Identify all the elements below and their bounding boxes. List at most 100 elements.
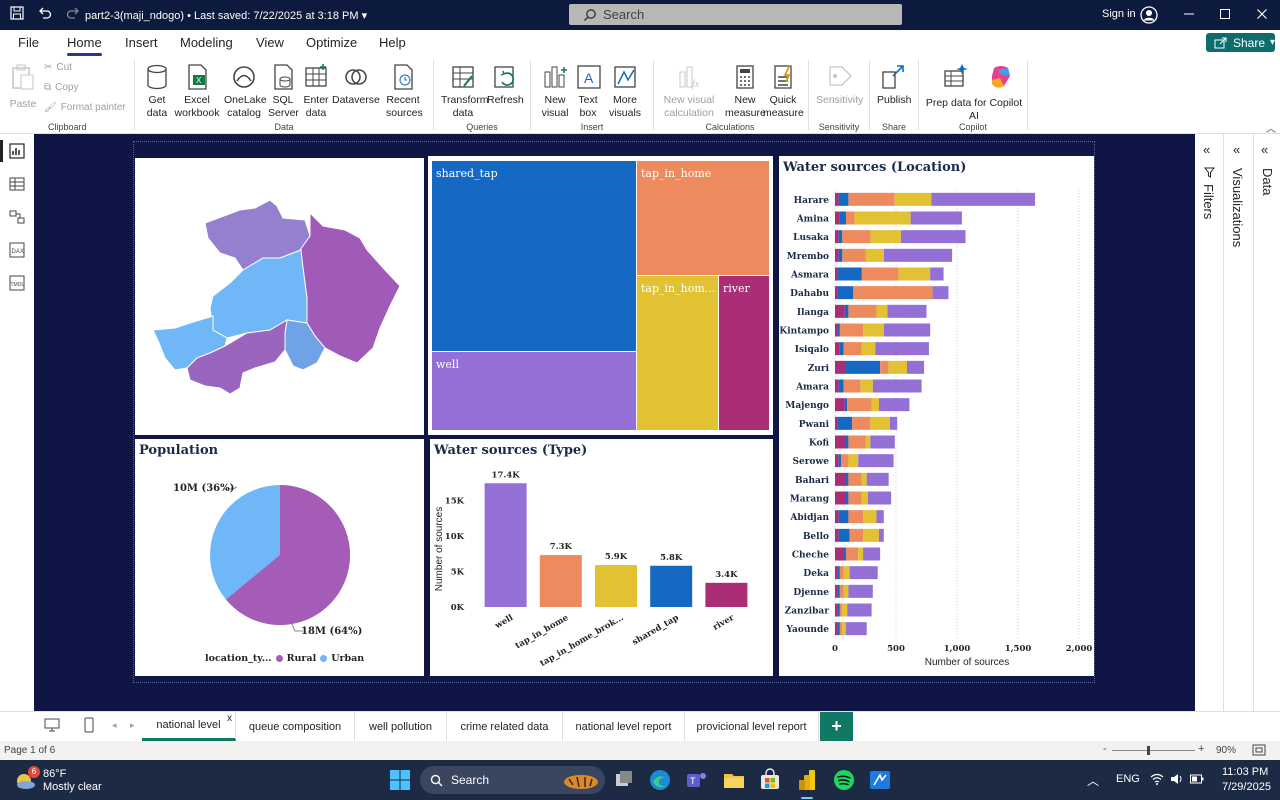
desktop-layout-icon[interactable] (44, 718, 60, 732)
onelake-catalog-button[interactable]: OneLake catalog (224, 62, 267, 120)
new-visual-button[interactable]: New visual (540, 62, 570, 120)
new-visual-calculation-button[interactable]: fx New visual calculation (659, 62, 719, 120)
sign-in-link[interactable]: Sign in (1102, 8, 1136, 20)
map-visual[interactable] (135, 158, 424, 435)
tab-optimize[interactable]: Optimize (306, 35, 358, 50)
save-icon[interactable] (10, 6, 24, 20)
next-page-icon[interactable]: ▸ (130, 720, 135, 730)
report-view-icon[interactable] (9, 143, 25, 159)
format-painter-button[interactable]: 🖌 Format painter (44, 102, 126, 113)
tab-home[interactable]: Home (67, 35, 102, 56)
expand-visualizations-icon[interactable]: « (1233, 142, 1241, 157)
power-bi-icon[interactable] (795, 768, 819, 792)
tab-help[interactable]: Help (379, 35, 406, 50)
tab-view[interactable]: View (256, 35, 284, 50)
edge-browser-icon[interactable] (648, 768, 672, 792)
treemap-tile-well[interactable]: well (432, 352, 636, 430)
population-pie-visual[interactable]: Population 10M (36%) 18M (64%) location_… (135, 439, 424, 676)
sensitivity-button[interactable]: Sensitivity (816, 62, 863, 107)
copy-button[interactable]: ⧉ Copy (44, 82, 79, 93)
maximize-icon[interactable] (1219, 6, 1231, 22)
more-visuals-button[interactable]: More visuals (606, 62, 644, 120)
teams-icon[interactable]: T (684, 768, 708, 792)
zoom-out-button[interactable]: - (1103, 743, 1107, 755)
redo-icon[interactable] (66, 6, 80, 20)
report-canvas[interactable]: shared_tap tap_in_home well tap_in_hom..… (34, 134, 1195, 711)
page-tab-provicional-level-report[interactable]: provicional level report (685, 712, 819, 741)
document-title[interactable]: part2-3(maji_ndogo) • Last saved: 7/22/2… (85, 9, 367, 22)
close-window-icon[interactable] (1256, 6, 1268, 22)
dax-query-view-icon[interactable]: DAX (9, 242, 25, 258)
dataverse-button[interactable]: Dataverse (332, 62, 380, 107)
user-avatar-icon[interactable] (1140, 6, 1158, 24)
excel-workbook-button[interactable]: X Excel workbook (174, 62, 220, 120)
volume-icon[interactable] (1170, 773, 1184, 785)
zoom-in-button[interactable]: + (1198, 743, 1205, 755)
page-tab-queue-composition[interactable]: queue composition (236, 712, 355, 741)
spotify-icon[interactable] (832, 768, 856, 792)
treemap-tile-tap-in-home[interactable]: tap_in_home (637, 161, 769, 275)
transform-data-button[interactable]: Transform data (441, 62, 488, 120)
water-sources-location-visual[interactable]: Water sources (Location) 0 500 1,000 1,500 2… (779, 156, 1094, 676)
filters-pane[interactable]: « Filters (1195, 134, 1223, 711)
treemap-visual[interactable]: shared_tap tap_in_home well tap_in_hom..… (428, 156, 773, 435)
visualizations-pane[interactable]: « Visualizations (1223, 134, 1253, 711)
chevron-down-icon[interactable]: ▾ (361, 10, 368, 22)
tab-insert[interactable]: Insert (125, 35, 158, 50)
zoom-slider[interactable] (1112, 750, 1195, 751)
treemap-tile-shared-tap[interactable]: shared_tap (432, 161, 636, 351)
battery-icon[interactable] (1190, 774, 1204, 784)
copilot-button[interactable] (986, 62, 1016, 94)
page-tab-well-pollution[interactable]: well pollution (355, 712, 447, 741)
publish-button[interactable]: Publish (877, 62, 911, 107)
expand-data-icon[interactable]: « (1261, 142, 1269, 157)
page-tab-crime-related-data[interactable]: crime related data (447, 712, 563, 741)
clock-time[interactable]: 11:03 PM (1222, 766, 1269, 778)
microsoft-store-icon[interactable] (758, 768, 782, 792)
prev-page-icon[interactable]: ◂ (112, 720, 117, 730)
data-pane[interactable]: « Data (1253, 134, 1280, 711)
add-page-button[interactable]: + (820, 712, 853, 741)
minimize-icon[interactable] (1183, 6, 1195, 22)
water-sources-type-visual[interactable]: Water sources (Type) Number of sources 0K… (430, 439, 773, 676)
paste-button[interactable]: Paste (8, 62, 38, 111)
taskbar-search[interactable]: Search (420, 766, 605, 794)
file-explorer-icon[interactable] (722, 768, 746, 792)
mobile-layout-icon[interactable] (84, 717, 94, 733)
model-view-icon[interactable] (9, 209, 25, 225)
fit-to-page-icon[interactable] (1252, 744, 1266, 756)
close-tab-icon[interactable]: x (227, 713, 232, 724)
treemap-tile-river[interactable]: river (719, 276, 769, 430)
quick-measure-button[interactable]: Quick measure (763, 62, 804, 120)
page-tab-national-level[interactable]: national level x (142, 712, 236, 741)
cut-button[interactable]: ✂ Cut (44, 62, 72, 73)
get-data-button[interactable]: Get data (142, 62, 172, 120)
search-input[interactable]: Search (569, 4, 902, 25)
collapse-ribbon-icon[interactable]: ︿ (1266, 124, 1276, 135)
treemap-tile-tap-in-home-broken[interactable]: tap_in_hom... (637, 276, 718, 430)
weather-widget[interactable]: 6 86°F Mostly clear (14, 766, 124, 796)
zoom-slider-thumb[interactable] (1147, 746, 1150, 755)
show-hidden-icons[interactable]: ︿ (1087, 774, 1100, 788)
tab-modeling[interactable]: Modeling (180, 35, 233, 50)
clock-date[interactable]: 7/29/2025 (1222, 781, 1271, 793)
windows-start-icon[interactable] (388, 768, 412, 792)
share-button[interactable]: Share ▾ (1206, 33, 1275, 52)
text-box-button[interactable]: A Text box (574, 62, 604, 120)
input-language[interactable]: ENG (1116, 773, 1140, 785)
tmdl-view-icon[interactable]: TMDL (9, 275, 25, 291)
table-view-icon[interactable] (9, 176, 25, 192)
wifi-icon[interactable] (1150, 773, 1164, 785)
tab-file[interactable]: File (18, 35, 39, 50)
enter-data-button[interactable]: Enter data (301, 62, 331, 120)
sql-server-button[interactable]: SQL Server (268, 62, 299, 120)
expand-filters-icon[interactable]: « (1203, 142, 1211, 157)
recent-sources-button[interactable]: Recent sources (386, 62, 423, 120)
task-view-icon[interactable] (612, 768, 636, 792)
azure-data-studio-icon[interactable] (868, 768, 892, 792)
refresh-button[interactable]: Refresh (487, 62, 524, 107)
new-measure-button[interactable]: New measure (725, 62, 766, 120)
prep-data-copilot-button[interactable] (940, 62, 970, 94)
undo-icon[interactable] (38, 6, 52, 20)
page-tab-national-level-report[interactable]: national level report (563, 712, 685, 741)
